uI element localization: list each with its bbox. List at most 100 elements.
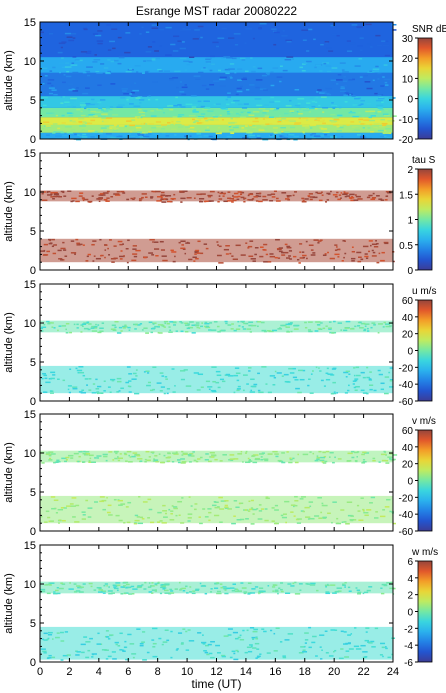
data-cell (301, 197, 305, 200)
data-cell (322, 462, 327, 464)
data-cell (318, 199, 323, 202)
data-cell (133, 105, 141, 107)
data-cell (255, 86, 260, 89)
data-cell (104, 583, 108, 585)
data-cell (170, 656, 173, 659)
data-cell (129, 103, 134, 105)
data-cell (247, 367, 252, 369)
data-cell (186, 63, 190, 66)
data-cell (114, 320, 119, 323)
data-cell (107, 49, 112, 51)
data-cell (308, 501, 314, 503)
data-cell (255, 200, 259, 202)
data-cell (76, 244, 81, 246)
data-cell (341, 135, 344, 138)
data-cell (75, 590, 81, 592)
data-cell (251, 126, 257, 128)
colorbar-tick-label: -10 (399, 115, 414, 126)
data-cell (262, 199, 268, 201)
data-cell (43, 374, 48, 377)
data-cell (325, 652, 329, 654)
data-cell (194, 324, 200, 327)
data-cell (109, 391, 112, 393)
data-cell (299, 498, 304, 500)
data-cell (233, 658, 239, 661)
data-cell (359, 321, 362, 324)
data-cell (337, 74, 342, 76)
data-cell (119, 453, 122, 455)
data-cell (234, 367, 240, 369)
data-cell (173, 324, 177, 326)
data-cell (276, 372, 282, 374)
data-cell (162, 111, 166, 114)
data-cell (219, 76, 227, 79)
data-cell (72, 200, 75, 202)
data-cell (366, 330, 370, 332)
data-cell (145, 31, 150, 33)
data-cell (319, 370, 322, 372)
data-cell (297, 102, 301, 105)
data-cell (120, 503, 126, 505)
data-cell (320, 511, 323, 514)
data-cell (146, 651, 150, 654)
data-cell (359, 136, 366, 139)
data-cell (264, 459, 269, 462)
data-cell (125, 247, 129, 250)
data-cell (239, 634, 242, 637)
data-cell (202, 108, 208, 110)
data-cell (116, 106, 123, 108)
data-cell (322, 516, 327, 519)
data-cell (177, 69, 183, 71)
data-cell (233, 374, 239, 377)
data-cell (50, 377, 55, 380)
data-cell (164, 583, 170, 585)
data-cell (100, 63, 105, 65)
data-cell (307, 384, 310, 387)
data-cell (148, 321, 153, 324)
data-cell (52, 191, 58, 194)
data-cell (195, 249, 200, 252)
data-cell (240, 582, 244, 584)
data-cell (94, 54, 97, 56)
data-cell (371, 197, 377, 199)
data-cell (80, 324, 84, 326)
data-cell (315, 80, 323, 82)
data-cell (147, 517, 150, 519)
data-cell (221, 655, 226, 658)
data-cell (187, 453, 192, 456)
data-cell (84, 198, 89, 201)
data-cell (123, 522, 126, 524)
data-cell (353, 199, 359, 201)
data-cell (97, 385, 102, 388)
data-cell (302, 109, 310, 112)
data-cell (229, 197, 235, 200)
data-cell (180, 247, 186, 250)
data-cell (368, 586, 373, 588)
data-cell (371, 322, 376, 324)
data-cell (337, 114, 343, 117)
data-cell (389, 453, 393, 455)
data-cell (42, 372, 46, 375)
data-cell (158, 332, 163, 334)
data-cell (185, 242, 191, 244)
data-cell (170, 249, 174, 252)
data-cell (168, 105, 176, 107)
data-cell (270, 134, 273, 136)
data-cell (49, 239, 51, 242)
data-cell (347, 389, 350, 392)
data-cell (45, 452, 51, 454)
data-cell (206, 126, 209, 129)
data-cell (383, 64, 388, 66)
data-cell (231, 201, 234, 203)
data-layer-group (40, 450, 398, 525)
data-cell (199, 522, 203, 525)
data-cell (166, 200, 172, 203)
data-cell (334, 249, 338, 251)
data-cell (119, 243, 123, 246)
data-cell (208, 460, 212, 463)
data-cell (169, 78, 174, 81)
data-cell (189, 586, 192, 588)
data-cell (348, 648, 354, 650)
data-cell (191, 592, 196, 595)
data-cell (274, 522, 278, 525)
